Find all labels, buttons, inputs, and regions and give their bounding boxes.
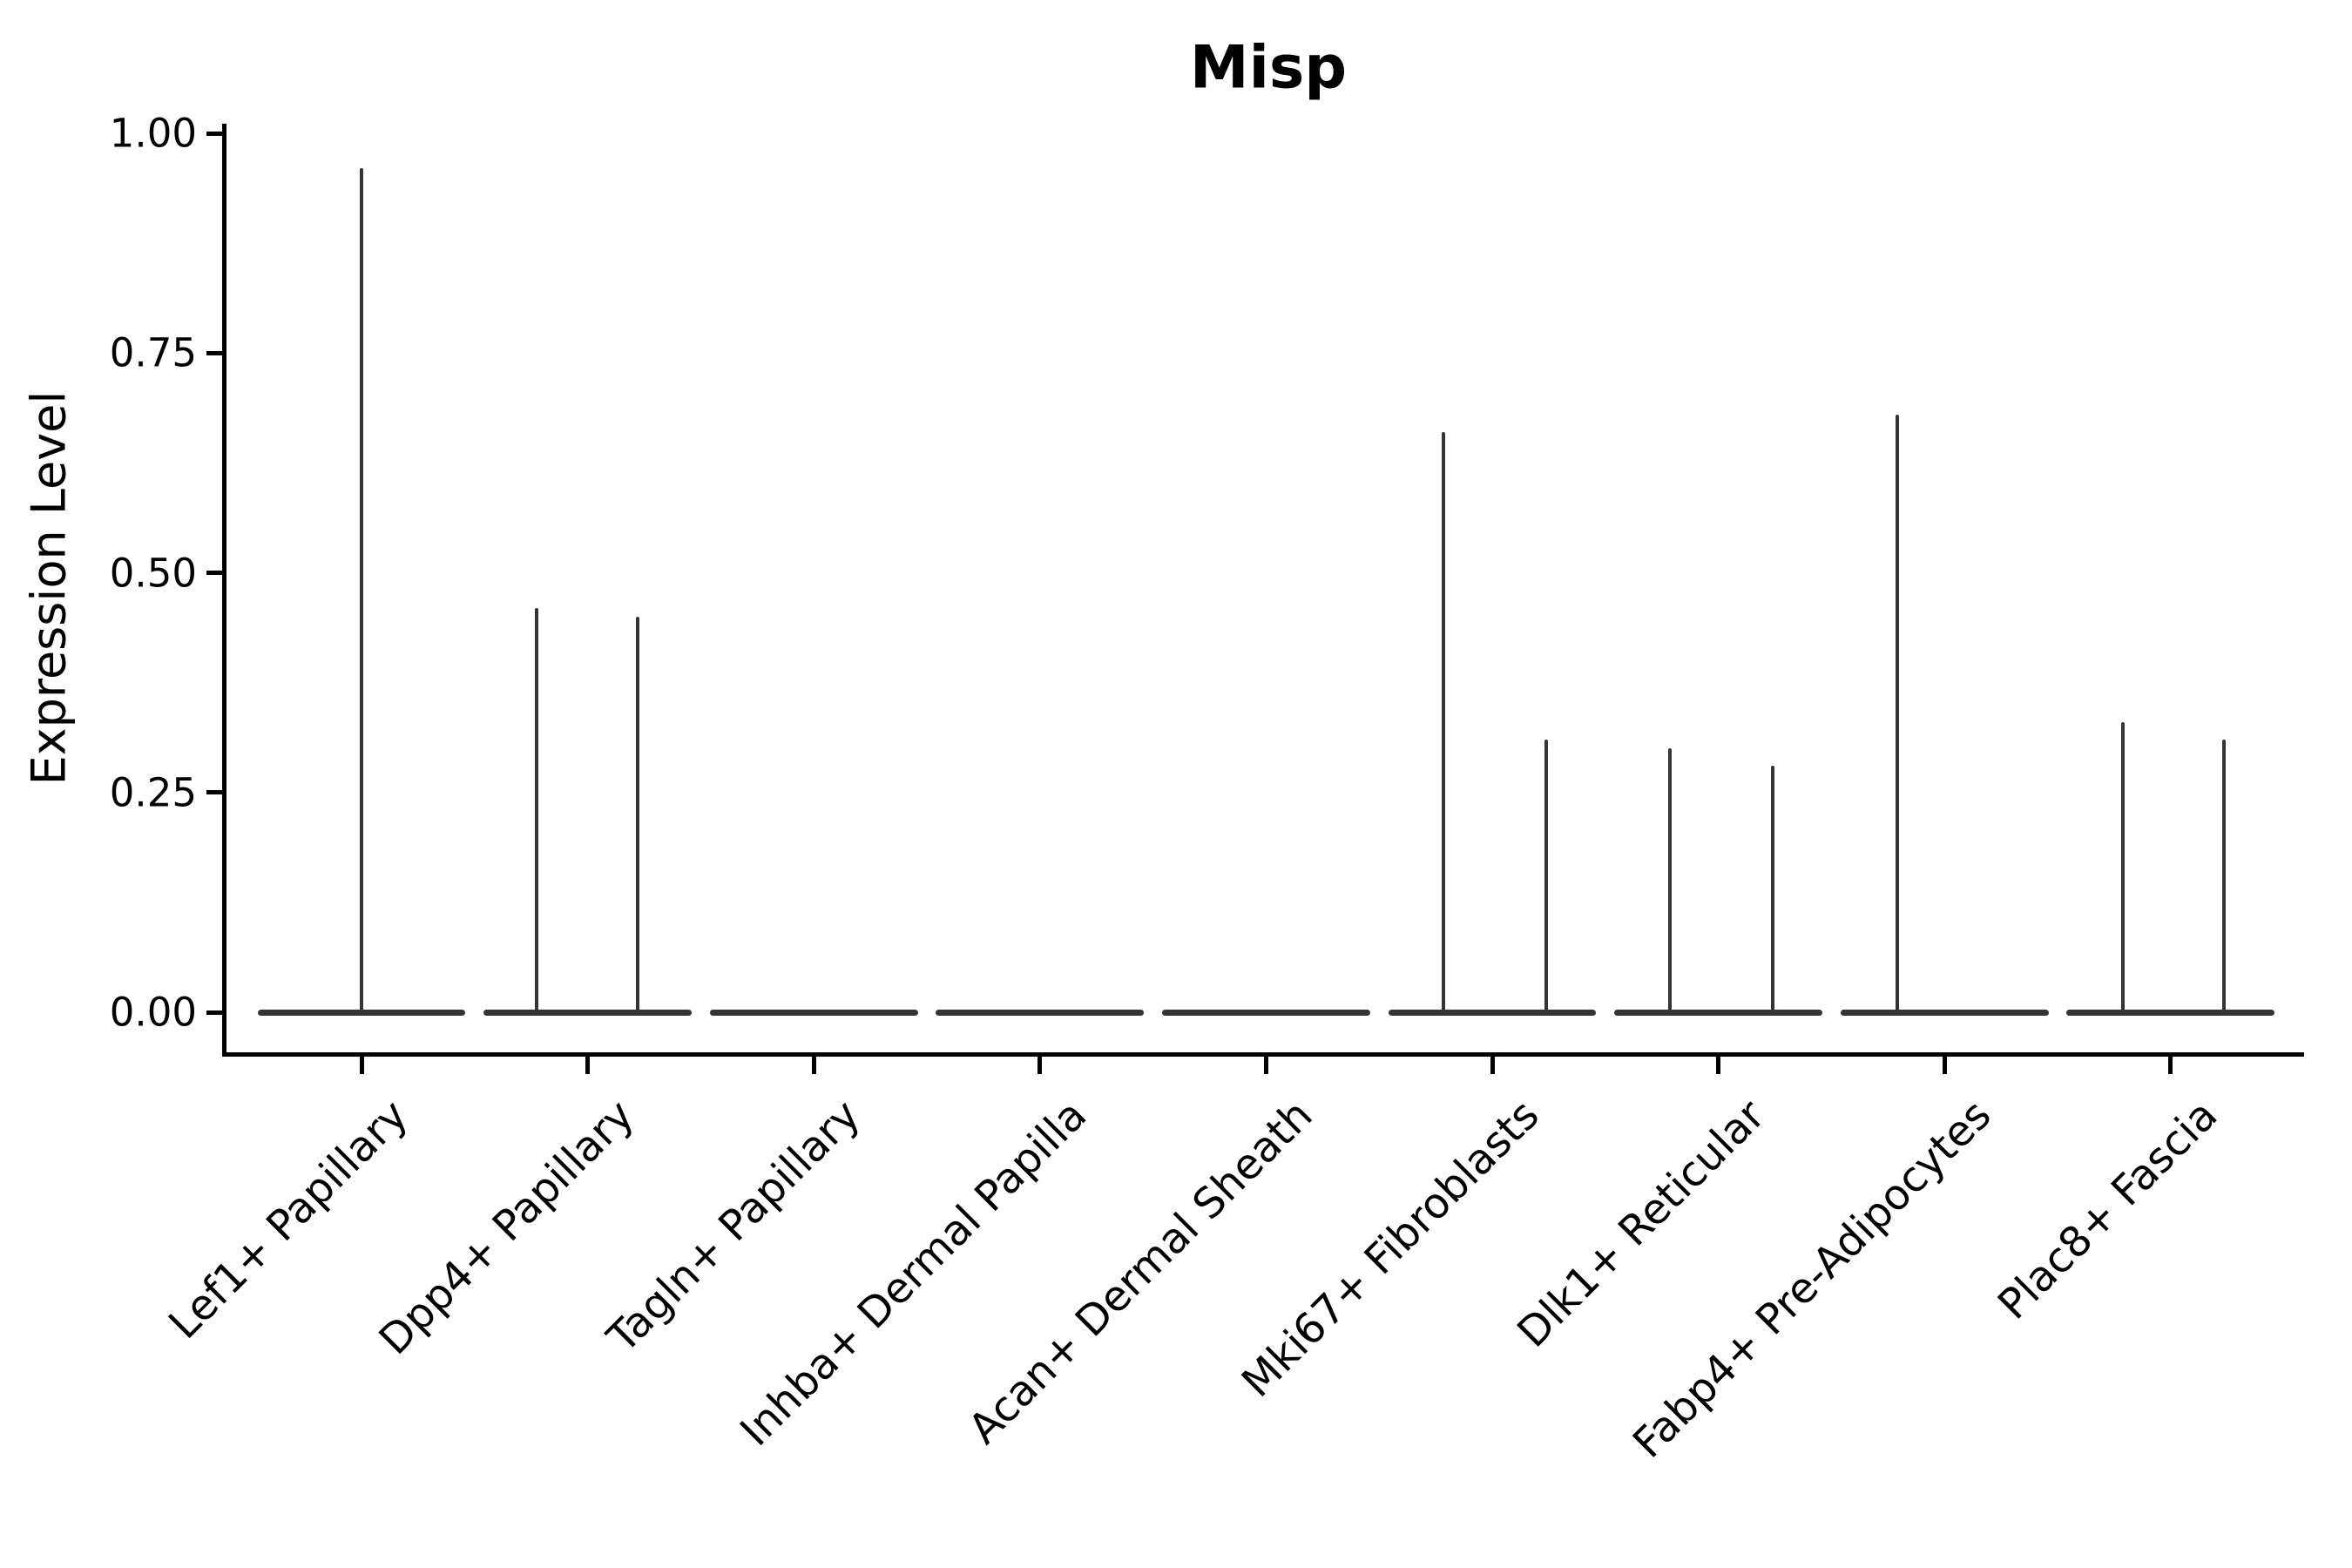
- y-tick: [206, 790, 222, 795]
- violin-base: [2066, 1009, 2275, 1016]
- x-tick-label: Fabp4+ Pre-Adipocytes: [1624, 1091, 2001, 1468]
- y-axis-spine: [222, 124, 226, 1057]
- x-tick-label: Dlk1+ Reticular: [1508, 1091, 1775, 1357]
- chart-title: Misp: [1189, 33, 1348, 103]
- y-tick-label: 1.00: [109, 110, 197, 157]
- x-tick: [585, 1057, 591, 1074]
- violin-spike: [2121, 722, 2126, 1014]
- y-tick-label: 0.50: [109, 550, 197, 596]
- violin-spike: [360, 168, 363, 1014]
- violin-spike: [1442, 432, 1446, 1014]
- x-tick: [1716, 1057, 1721, 1074]
- x-tick: [1490, 1057, 1495, 1074]
- violin-base: [1840, 1009, 2049, 1016]
- x-tick: [1263, 1057, 1268, 1074]
- x-tick-label: Plac8+ Fascia: [1988, 1091, 2227, 1329]
- x-tick: [1037, 1057, 1043, 1074]
- y-tick-label: 0.25: [109, 769, 197, 816]
- violin-base: [1161, 1009, 1370, 1016]
- violin-spike: [2221, 740, 2226, 1014]
- violin-base: [709, 1009, 918, 1016]
- violin-base: [936, 1009, 1145, 1016]
- x-tick: [359, 1057, 364, 1074]
- violin-spike: [1544, 740, 1549, 1014]
- y-tick: [206, 131, 222, 136]
- y-tick-label: 0.75: [109, 329, 197, 376]
- x-tick-label: Lef1+ Papillary: [159, 1091, 418, 1348]
- violin-spike: [1667, 748, 1672, 1014]
- violin-spike: [635, 616, 639, 1014]
- y-tick: [206, 350, 222, 355]
- y-tick: [206, 1010, 222, 1015]
- violin-spike: [1770, 766, 1774, 1014]
- violin-spike: [535, 607, 539, 1014]
- x-axis-spine: [222, 1052, 2304, 1057]
- x-tick: [811, 1057, 816, 1074]
- y-tick-label: 0.00: [109, 989, 197, 1036]
- violin-base: [1614, 1009, 1822, 1016]
- violin-base: [483, 1009, 692, 1016]
- y-tick: [206, 571, 222, 575]
- violin-spike: [1895, 414, 1899, 1014]
- x-tick: [2168, 1057, 2173, 1074]
- violin-base: [1388, 1009, 1597, 1016]
- x-tick: [1942, 1057, 1947, 1074]
